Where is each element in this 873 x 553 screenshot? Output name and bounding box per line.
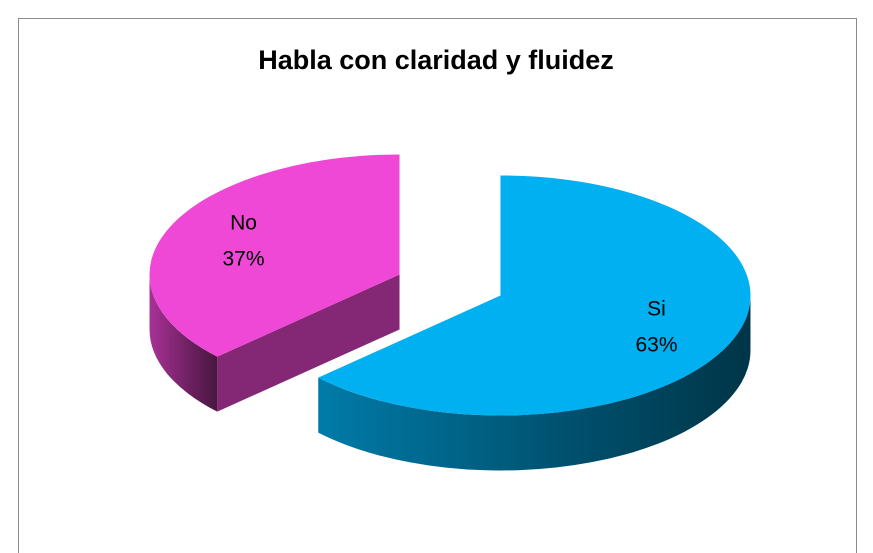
slice-category-label: No bbox=[230, 212, 257, 235]
slice-top bbox=[318, 175, 751, 416]
slice-value-label: 37% bbox=[222, 248, 264, 271]
slice-value-label: 63% bbox=[635, 333, 677, 356]
pie-slice: No 37% bbox=[149, 154, 400, 412]
slice-category-label: Si bbox=[647, 297, 666, 320]
pie-slice: Si 63% bbox=[318, 175, 751, 471]
chart-title: Habla con claridad y fluidez bbox=[258, 45, 614, 75]
slice-top bbox=[149, 154, 400, 357]
slice-side bbox=[149, 274, 218, 412]
slice-wall bbox=[217, 274, 400, 412]
slice-side bbox=[318, 295, 751, 471]
